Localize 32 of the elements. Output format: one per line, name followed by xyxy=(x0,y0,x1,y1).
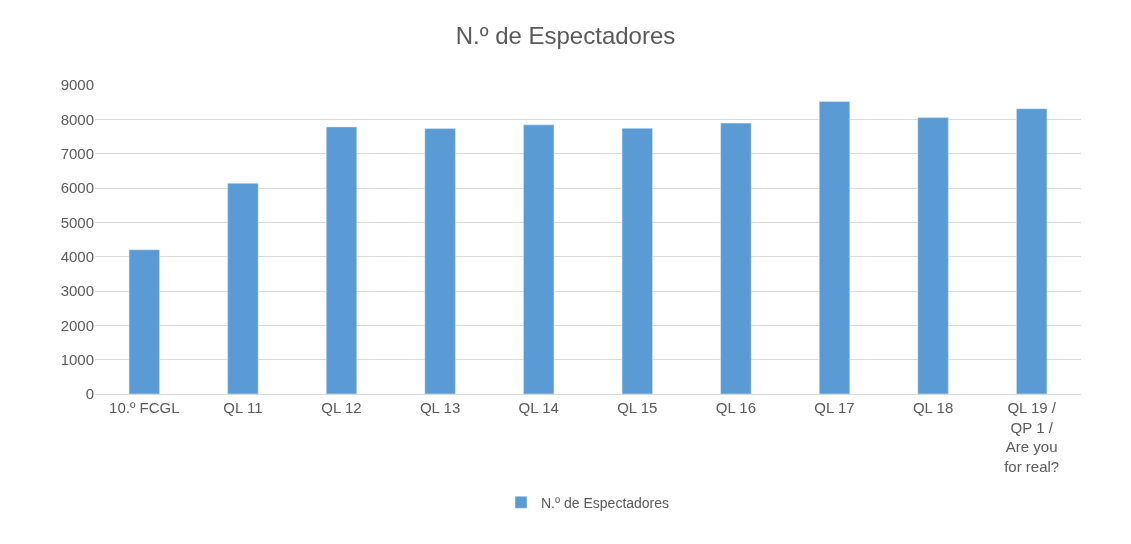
y-tick-label: 1000 xyxy=(60,350,94,368)
bar xyxy=(325,126,358,394)
x-tick-label: 10.º FCGL xyxy=(109,399,180,416)
x-tick-label: QL 19 / QP 1 / Are you for real? xyxy=(1004,399,1060,475)
y-tick-label: 8000 xyxy=(60,110,94,128)
y-tick-label: 7000 xyxy=(60,144,94,162)
y-tick-label: 5000 xyxy=(60,213,94,231)
bar xyxy=(128,249,160,394)
bar xyxy=(917,117,949,394)
legend-label: N.º de Espectadores xyxy=(541,494,670,511)
chart-title: N.º de Espectadores xyxy=(455,22,676,49)
x-tick-label: QL 16 xyxy=(715,399,757,416)
bar xyxy=(818,101,851,394)
bar xyxy=(424,128,456,394)
bar xyxy=(227,182,259,394)
y-tick-label: 0 xyxy=(85,385,94,403)
x-tick-label: QL 13 xyxy=(419,399,461,416)
x-tick-label: QL 12 xyxy=(321,399,362,416)
x-tick-label: QL 14 xyxy=(518,399,559,416)
bar xyxy=(1016,108,1048,394)
bar xyxy=(621,128,653,394)
x-tick-label: QL 15 xyxy=(617,399,658,416)
x-tick-label: QL 17 xyxy=(814,399,855,416)
y-tick-label: 6000 xyxy=(60,179,94,197)
y-tick-label: 9000 xyxy=(60,76,94,94)
x-tick-label: QL 11 xyxy=(223,399,263,416)
y-tick-label: 4000 xyxy=(60,247,94,265)
bar xyxy=(523,124,555,394)
y-tick-label: 3000 xyxy=(60,282,94,300)
bar xyxy=(720,122,752,394)
x-tick-label: QL 18 xyxy=(912,399,954,416)
y-tick-label: 2000 xyxy=(60,316,94,334)
